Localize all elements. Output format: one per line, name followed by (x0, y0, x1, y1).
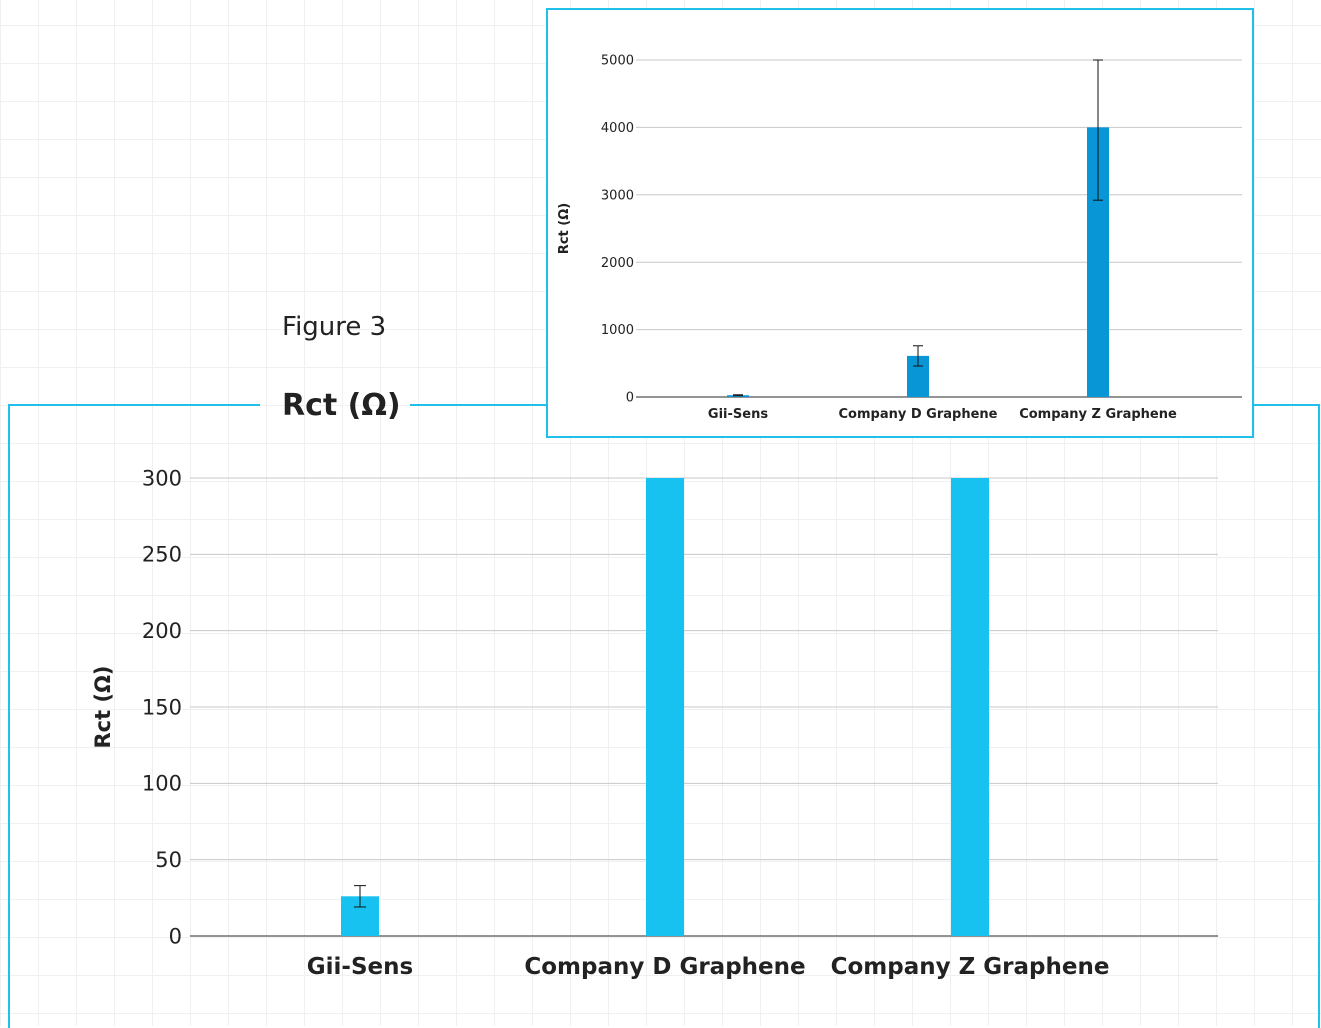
y-tick-label: 2000 (601, 256, 634, 271)
y-tick-label: 100 (142, 772, 182, 796)
main-chart-title: Rct (Ω) (282, 388, 401, 423)
x-category-label: Company Z Graphene (1019, 407, 1177, 422)
y-tick-label: 150 (142, 695, 182, 719)
x-category-label: Gii-Sens (307, 954, 413, 980)
main-chart-frame-right (1252, 404, 1320, 1028)
y-tick-label: 250 (142, 543, 182, 567)
y-tick-label: 0 (169, 924, 182, 948)
y-tick-label: 3000 (601, 188, 634, 203)
main-chart-frame-mid (410, 404, 548, 406)
y-tick-label: 200 (142, 619, 182, 643)
main-chart-frame-left (8, 404, 260, 1028)
bar (646, 478, 684, 936)
y-tick-label: 5000 (601, 54, 634, 69)
y-axis-label: Rct (Ω) (91, 665, 115, 748)
y-axis-label: Rct (Ω) (557, 203, 572, 254)
y-tick-label: 0 (626, 391, 634, 406)
x-category-label: Company D Graphene (524, 954, 805, 980)
figure-label: Figure 3 (282, 312, 387, 342)
y-tick-label: 50 (155, 848, 182, 872)
bar (951, 478, 989, 936)
y-tick-label: 1000 (601, 323, 634, 338)
x-category-label: Company D Graphene (839, 407, 998, 422)
x-category-label: Company Z Graphene (831, 954, 1110, 980)
bar (907, 355, 929, 397)
y-tick-label: 300 (142, 466, 182, 490)
bar (1087, 127, 1109, 398)
y-tick-label: 4000 (601, 121, 634, 136)
x-category-label: Gii-Sens (708, 407, 768, 422)
inset-chart-box: 0 1000 2000 3000 4000 5000 Rct (Ω) Gii-Sens Comp… (546, 8, 1254, 438)
inset-bar-chart: 0 1000 2000 3000 4000 5000 Rct (Ω) Gii-Sens Comp… (557, 54, 1242, 422)
